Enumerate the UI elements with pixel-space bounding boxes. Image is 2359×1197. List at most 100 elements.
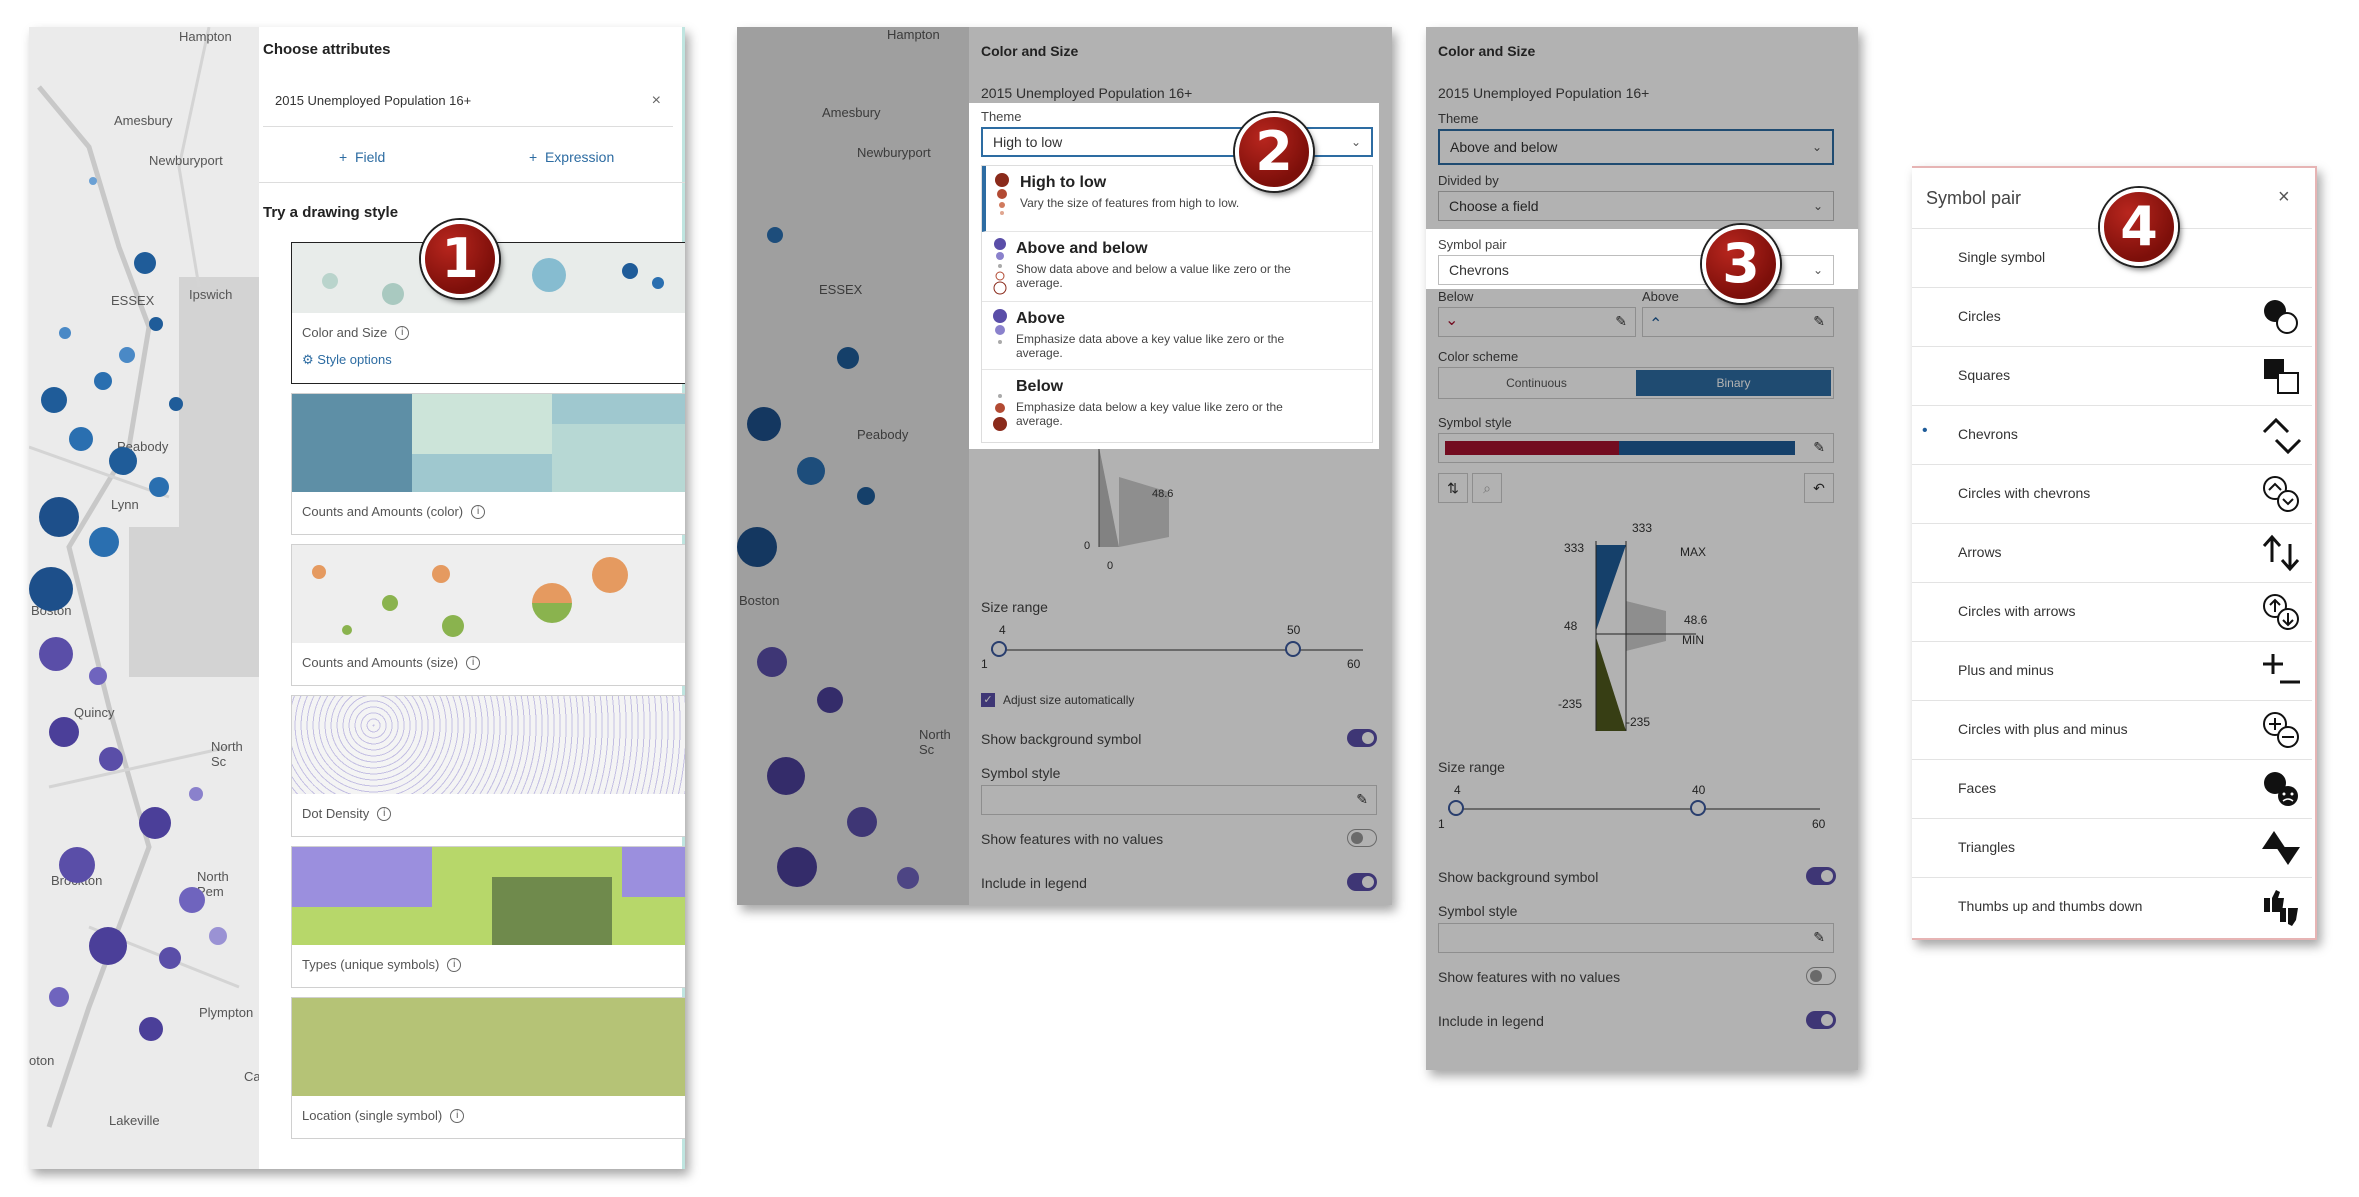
symbol-pair-option[interactable]: Arrows bbox=[1912, 523, 2312, 582]
map-symbol bbox=[89, 927, 127, 965]
symbol-style-field[interactable]: ✎ bbox=[1438, 923, 1834, 953]
style-thumbnail bbox=[292, 545, 685, 643]
add-field-button[interactable]: + Field bbox=[339, 149, 385, 165]
info-icon[interactable]: i bbox=[471, 504, 486, 519]
color-scheme-label: Color scheme bbox=[1438, 349, 1519, 364]
symbol-pair-option[interactable]: Circles with arrows bbox=[1912, 582, 2312, 641]
symbol-pair-option[interactable]: Circles with chevrons bbox=[1912, 464, 2312, 523]
show-bg-toggle[interactable] bbox=[1347, 729, 1377, 747]
legend-toggle[interactable] bbox=[1806, 1011, 1836, 1029]
above-icon bbox=[993, 309, 1007, 344]
color-size-panel: Color and Size 2015 Unemployed Populatio… bbox=[1426, 27, 1858, 1070]
symbol-pair-option[interactable]: Circles bbox=[1912, 287, 2312, 346]
divided-by-value: Choose a field bbox=[1449, 198, 1539, 214]
info-icon[interactable]: i bbox=[447, 957, 462, 972]
add-expression-button[interactable]: + Expression bbox=[529, 149, 614, 165]
symbol-pair-option[interactable]: Plus and minus bbox=[1912, 641, 2312, 700]
map-symbol bbox=[109, 447, 137, 475]
scheme-continuous[interactable]: Continuous bbox=[1506, 376, 1567, 390]
map-symbol bbox=[41, 387, 67, 413]
size-range-label: Size range bbox=[1438, 759, 1505, 775]
map-view[interactable]: Hampton Amesbury Newburyport ESSEX Peabo… bbox=[737, 27, 969, 905]
symbol-style-label: Symbol style bbox=[1438, 415, 1512, 430]
symbol-pair-option[interactable]: Thumbs up and thumbs down bbox=[1912, 877, 2312, 936]
color-scheme-toggle[interactable]: Continuous Binary bbox=[1438, 367, 1834, 399]
screenshot-symbol-pair: Color and Size 2015 Unemployed Populatio… bbox=[1426, 27, 1858, 1070]
style-options-link[interactable]: ⚙ Style options bbox=[292, 352, 685, 368]
close-icon[interactable]: × bbox=[2278, 186, 2290, 208]
above-symbol-field[interactable]: ⌃ ✎ bbox=[1642, 307, 1834, 337]
symbol-pair-option[interactable]: Faces bbox=[1912, 759, 2312, 818]
option-desc: Vary the size of features from high to l… bbox=[1020, 196, 1240, 210]
style-card-counts-size[interactable]: Counts and Amounts (size) i bbox=[291, 544, 685, 686]
symbol-pair-option[interactable]: Circles with plus and minus bbox=[1912, 700, 2312, 759]
theme-option-above-and-below[interactable]: Above and below Show data above and belo… bbox=[982, 232, 1372, 302]
scheme-binary[interactable]: Binary bbox=[1636, 370, 1831, 396]
style-card-location[interactable]: Location (single symbol) i bbox=[291, 997, 685, 1139]
size-min: 4 bbox=[999, 623, 1006, 637]
undo-icon[interactable]: ↶ bbox=[1804, 473, 1834, 503]
pencil-icon[interactable]: ✎ bbox=[1813, 929, 1825, 945]
remove-attribute-icon[interactable]: × bbox=[651, 92, 661, 109]
swap-icon[interactable]: ⇅ bbox=[1438, 473, 1468, 503]
pencil-icon[interactable]: ✎ bbox=[1356, 791, 1368, 807]
map-symbol bbox=[69, 427, 93, 451]
size-max-handle[interactable] bbox=[1690, 800, 1706, 816]
adjust-size-label: Adjust size automatically bbox=[1003, 693, 1135, 707]
above-label: Above bbox=[1642, 289, 1679, 304]
hist-max-label: MAX bbox=[1680, 545, 1707, 559]
info-icon[interactable]: i bbox=[450, 1108, 465, 1123]
info-icon[interactable]: i bbox=[466, 655, 481, 670]
symbol-style-label: Symbol style bbox=[1438, 903, 1518, 919]
hist-low-left-label: -235 bbox=[1558, 697, 1583, 711]
option-label: Squares bbox=[1958, 367, 2011, 383]
hist-top-label: 333 bbox=[1632, 521, 1653, 535]
symbol-pair-option[interactable]: Squares bbox=[1912, 346, 2312, 405]
size-min-handle[interactable] bbox=[991, 641, 1007, 657]
map-view[interactable]: Hampton Amesbury Newburyport Ipswich ESS… bbox=[29, 27, 259, 1169]
below-symbol-field[interactable]: ⌄ ✎ bbox=[1438, 307, 1636, 337]
no-values-toggle[interactable] bbox=[1806, 967, 1836, 985]
map-symbol bbox=[94, 372, 112, 390]
place-label: Quincy bbox=[74, 705, 115, 720]
show-bg-toggle[interactable] bbox=[1806, 867, 1836, 885]
theme-select[interactable]: High to low ⌄ bbox=[981, 127, 1373, 157]
theme-select[interactable]: Above and below ⌄ bbox=[1438, 129, 1834, 165]
menu-title: Symbol pair bbox=[1926, 188, 2022, 208]
style-card-types[interactable]: Types (unique symbols) i bbox=[291, 846, 685, 988]
info-icon[interactable]: i bbox=[377, 806, 392, 821]
color-ramp-field[interactable]: ✎ bbox=[1438, 433, 1834, 463]
size-max-handle[interactable] bbox=[1285, 641, 1301, 657]
range-max: 60 bbox=[1347, 657, 1361, 671]
no-values-toggle[interactable] bbox=[1347, 829, 1377, 847]
theme-option-below[interactable]: Below Emphasize data below a key value l… bbox=[982, 370, 1372, 442]
info-icon[interactable]: i bbox=[395, 325, 410, 340]
theme-option-above[interactable]: Above Emphasize data above a key value l… bbox=[982, 302, 1372, 370]
pencil-icon[interactable]: ✎ bbox=[1813, 439, 1825, 455]
symbol-pair-option-selected[interactable]: • Chevrons bbox=[1912, 405, 2312, 464]
pencil-icon[interactable]: ✎ bbox=[1813, 313, 1825, 329]
legend-label: Include in legend bbox=[981, 875, 1087, 891]
symbol-style-field[interactable]: ✎ bbox=[981, 785, 1377, 815]
style-name: Types (unique symbols) bbox=[302, 957, 440, 972]
place-label: ESSEX bbox=[111, 293, 155, 308]
symbol-pair-option[interactable]: Triangles bbox=[1912, 818, 2312, 877]
map-symbol bbox=[209, 927, 227, 945]
style-card-color-and-size[interactable]: Color and Size i ⚙ Style options bbox=[291, 242, 685, 384]
plus-icon: + bbox=[339, 149, 355, 165]
option-title: Above and below bbox=[1016, 240, 1148, 257]
zoom-icon[interactable]: ⌕ bbox=[1472, 473, 1502, 503]
option-label: Triangles bbox=[1958, 839, 2016, 855]
adjust-size-checkbox[interactable]: ✓ bbox=[981, 693, 995, 707]
style-card-counts-color[interactable]: Counts and Amounts (color) i bbox=[291, 393, 685, 535]
range-max: 60 bbox=[1812, 817, 1826, 831]
place-label: North Sc bbox=[919, 727, 951, 757]
style-card-dot-density[interactable]: Dot Density i bbox=[291, 695, 685, 837]
legend-toggle[interactable] bbox=[1347, 873, 1377, 891]
chevrons-icon bbox=[2262, 417, 2302, 455]
divided-by-select[interactable]: Choose a field ⌄ bbox=[1438, 191, 1834, 221]
theme-option-high-to-low[interactable]: High to low Vary the size of features fr… bbox=[982, 166, 1372, 232]
size-min-handle[interactable] bbox=[1448, 800, 1464, 816]
pencil-icon[interactable]: ✎ bbox=[1615, 313, 1627, 329]
symbol-pair-value: Chevrons bbox=[1449, 262, 1509, 278]
